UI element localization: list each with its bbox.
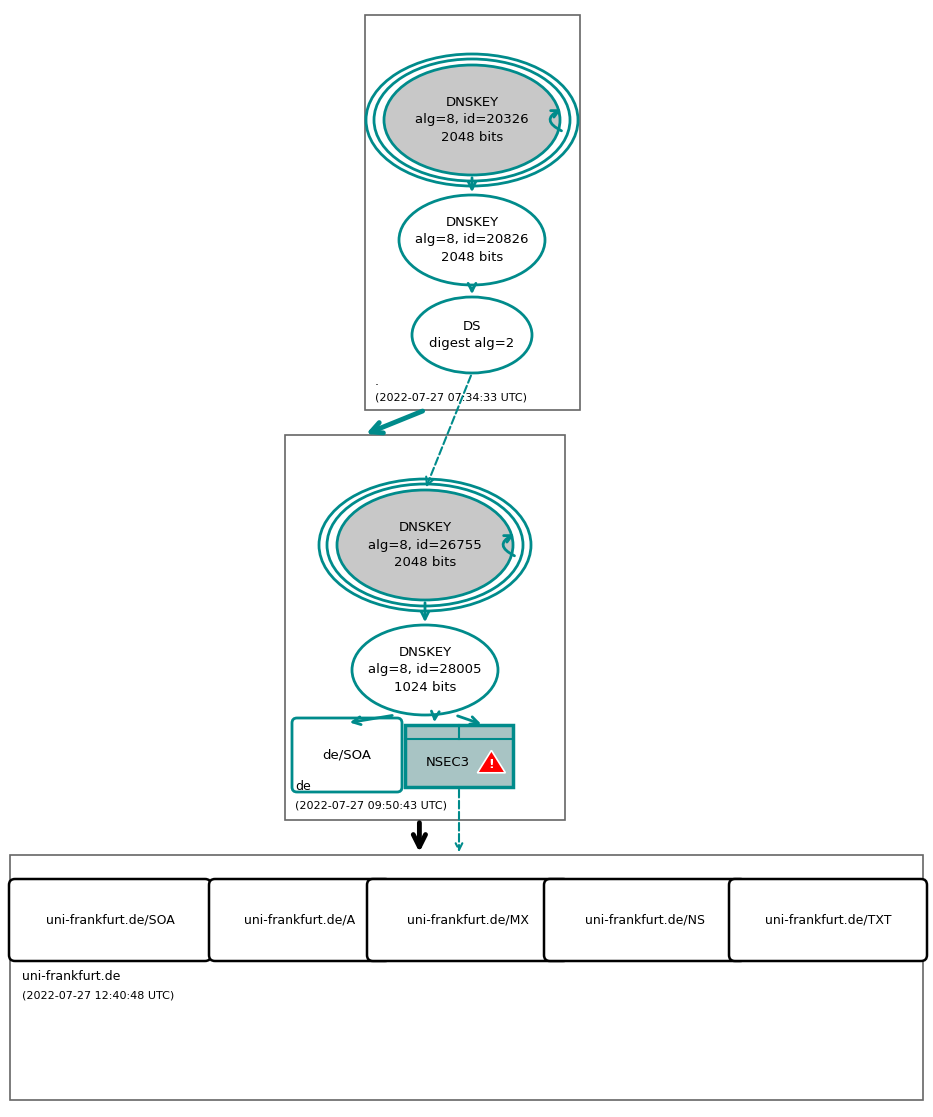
FancyBboxPatch shape — [729, 879, 927, 961]
Text: DNSKEY
alg=8, id=20826
2048 bits: DNSKEY alg=8, id=20826 2048 bits — [415, 216, 529, 264]
Text: NSEC3: NSEC3 — [426, 756, 470, 770]
Bar — [405, 725, 513, 787]
Text: uni-frankfurt.de: uni-frankfurt.de — [22, 970, 120, 983]
Text: !: ! — [489, 758, 494, 772]
Text: (2022-07-27 12:40:48 UTC): (2022-07-27 12:40:48 UTC) — [22, 990, 174, 1000]
Ellipse shape — [352, 626, 498, 715]
Text: de: de — [295, 780, 311, 793]
FancyBboxPatch shape — [292, 718, 402, 792]
FancyBboxPatch shape — [544, 879, 746, 961]
Ellipse shape — [399, 195, 545, 285]
Text: DNSKEY
alg=8, id=26755
2048 bits: DNSKEY alg=8, id=26755 2048 bits — [369, 521, 481, 569]
Text: uni-frankfurt.de/SOA: uni-frankfurt.de/SOA — [46, 914, 174, 926]
Ellipse shape — [384, 65, 560, 175]
Text: DNSKEY
alg=8, id=20326
2048 bits: DNSKEY alg=8, id=20326 2048 bits — [415, 96, 529, 144]
Text: (2022-07-27 09:50:43 UTC): (2022-07-27 09:50:43 UTC) — [295, 800, 447, 810]
Ellipse shape — [412, 297, 532, 373]
Text: DS
digest alg=2: DS digest alg=2 — [429, 319, 515, 351]
FancyBboxPatch shape — [9, 879, 211, 961]
FancyBboxPatch shape — [367, 879, 569, 961]
Text: DNSKEY
alg=8, id=28005
1024 bits: DNSKEY alg=8, id=28005 1024 bits — [369, 646, 481, 694]
Text: .: . — [375, 375, 379, 388]
Text: uni-frankfurt.de/TXT: uni-frankfurt.de/TXT — [765, 914, 891, 926]
Text: (2022-07-27 07:34:33 UTC): (2022-07-27 07:34:33 UTC) — [375, 392, 527, 402]
FancyBboxPatch shape — [209, 879, 391, 961]
Ellipse shape — [337, 490, 513, 600]
Text: de/SOA: de/SOA — [323, 748, 371, 762]
Text: uni-frankfurt.de/MX: uni-frankfurt.de/MX — [407, 914, 529, 926]
Bar — [285, 435, 565, 820]
Text: uni-frankfurt.de/A: uni-frankfurt.de/A — [244, 914, 355, 926]
Text: uni-frankfurt.de/NS: uni-frankfurt.de/NS — [585, 914, 705, 926]
Bar — [10, 855, 923, 1100]
Polygon shape — [478, 751, 506, 773]
Bar — [365, 15, 580, 410]
